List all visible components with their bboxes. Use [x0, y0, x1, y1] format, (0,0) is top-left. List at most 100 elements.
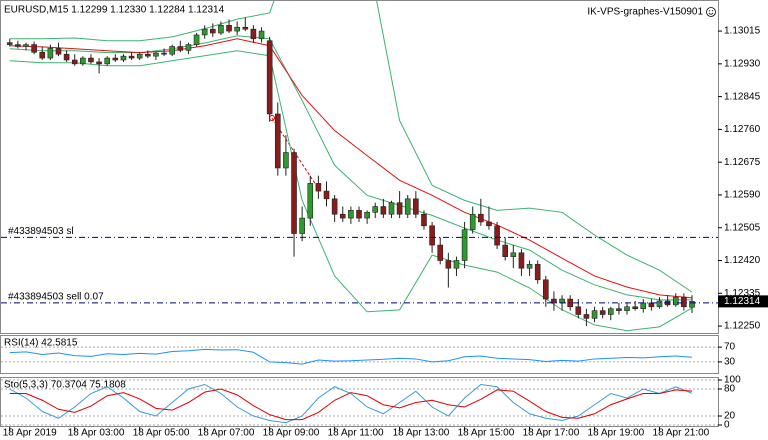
x-tick-label: 18 Apr 17:00 — [523, 428, 580, 439]
y-tick-label: 1.12505 — [724, 222, 761, 233]
candle-body — [624, 306, 630, 311]
plot-area — [6, 1, 695, 332]
price-tag — [718, 295, 768, 308]
candle-body — [323, 190, 330, 200]
candle-body — [469, 213, 476, 230]
candle-body — [599, 310, 606, 315]
x-tick-label: 18 Apr 07:00 — [198, 428, 255, 439]
candle-body — [39, 51, 46, 59]
candle-body — [112, 57, 119, 61]
candle-body — [47, 48, 54, 59]
stoch-frame — [0, 377, 719, 427]
candle-body — [177, 46, 184, 51]
candle-body — [71, 59, 78, 65]
indicator-line — [9, 1, 693, 293]
candle-body — [396, 202, 403, 215]
x-tick-label: 18 Apr 19:00 — [588, 428, 645, 439]
candle-body — [559, 298, 565, 304]
order-label: #433894503 sl — [8, 226, 74, 237]
candle-body — [478, 213, 484, 223]
candle-body — [291, 152, 297, 234]
indicator-line — [9, 388, 693, 421]
candle-body — [96, 61, 102, 65]
x-tick-label: 18 Apr 09:00 — [263, 428, 320, 439]
indicator-line — [9, 35, 693, 301]
y-tick-label: 1.12420 — [724, 255, 761, 266]
candle-body — [429, 225, 435, 246]
corner-label: IK-VPS-graphes-V150901 — [587, 7, 703, 18]
y-tick-label: 0 — [724, 420, 730, 431]
candle-body — [526, 264, 533, 269]
candle-body — [210, 28, 216, 34]
y-tick-label: 20 — [724, 411, 736, 422]
candle-body — [104, 57, 111, 65]
candle-body — [348, 210, 354, 219]
rsi-frame — [0, 335, 719, 374]
x-tick-label: 18 Apr 03:00 — [68, 428, 125, 439]
candle-body — [201, 28, 208, 36]
candle-body — [145, 53, 151, 57]
candle-body — [445, 260, 452, 269]
order-label: #433894503 sell 0.07 — [8, 292, 104, 303]
rsi-title: RSI(14) 42.5815 — [4, 338, 78, 349]
candle-body — [364, 212, 370, 219]
candle-body — [461, 229, 468, 261]
candle-body — [283, 152, 289, 169]
candle-body — [63, 53, 70, 61]
y-tick-label: 1.12335 — [724, 288, 761, 299]
candle-body — [258, 30, 265, 40]
candle-body — [681, 296, 687, 308]
main-frame — [0, 0, 719, 334]
candle-body — [15, 44, 21, 47]
candle-body — [388, 202, 395, 215]
candle-body — [689, 301, 695, 308]
y-tick-label: 70 — [724, 342, 736, 353]
candle-body — [193, 34, 200, 45]
y-tick-label: 1.12250 — [724, 321, 761, 332]
stoch-title: Sto(5,3,3) 70.3704 75.1808 — [4, 380, 126, 391]
x-tick-label: 18 Apr 05:00 — [133, 428, 190, 439]
candle-body — [23, 44, 29, 47]
candle-body — [672, 296, 679, 306]
candle-body — [299, 217, 305, 234]
candle-body — [583, 314, 590, 319]
candle-body — [551, 298, 557, 304]
candle-body — [616, 308, 622, 311]
candle-body — [250, 28, 257, 40]
x-tick-label: 18 Apr 11:00 — [328, 428, 384, 439]
candle-body — [543, 279, 549, 300]
y-tick-label: 30 — [724, 357, 736, 368]
candle-body — [234, 26, 240, 32]
candle-body — [502, 244, 508, 257]
candle-body — [120, 55, 127, 61]
candle-body — [80, 57, 86, 65]
candle-body — [648, 302, 655, 308]
y-tick-label: 1.12845 — [724, 91, 761, 102]
y-tick-label: 1.12675 — [724, 157, 761, 168]
candle-body — [88, 57, 94, 63]
candle-body — [136, 53, 143, 59]
candle-body — [153, 52, 159, 57]
candle-body — [486, 221, 492, 227]
plot-area — [1, 346, 718, 365]
x-tick-label: 18 Apr 21:00 — [653, 428, 710, 439]
candle-body — [6, 42, 13, 45]
smiley-icon — [706, 7, 716, 17]
candle-body — [161, 52, 167, 55]
candle-body — [518, 252, 525, 269]
candle-body — [307, 183, 314, 219]
indicator-line — [9, 383, 693, 424]
indicator-line — [9, 38, 693, 299]
candle-body — [31, 44, 37, 53]
candle-body — [380, 206, 387, 215]
y-tick-label: 100 — [724, 375, 741, 386]
y-tick-label: 1.12930 — [724, 58, 761, 69]
candle-body — [453, 260, 460, 269]
candle-body — [372, 206, 379, 213]
y-tick-label: 1.12760 — [724, 124, 761, 135]
candle-body — [494, 225, 500, 246]
candle-body — [510, 252, 517, 257]
